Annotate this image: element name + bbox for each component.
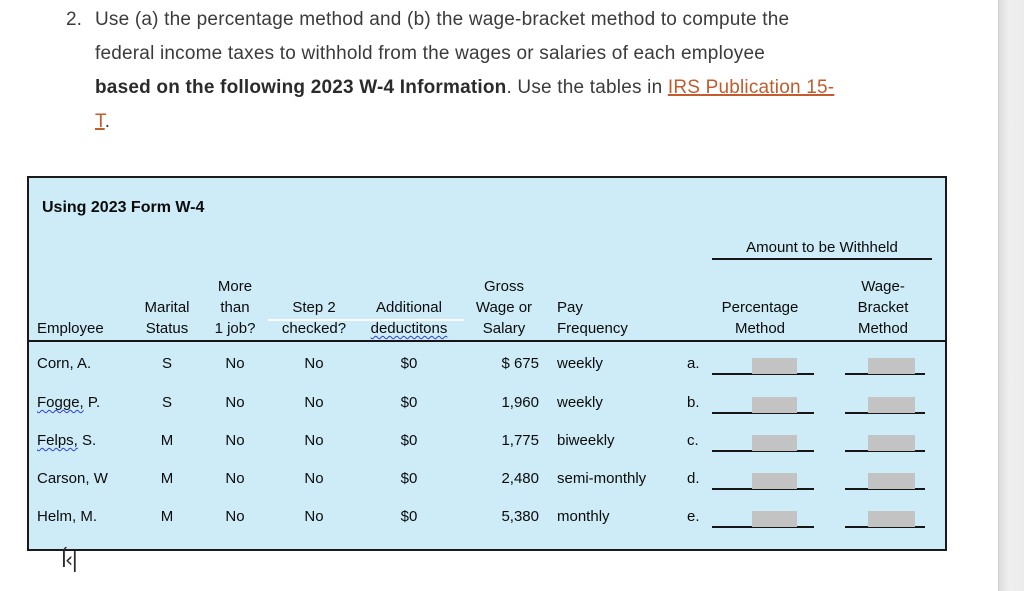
- table-title: Using 2023 Form W-4: [42, 199, 205, 216]
- employee-cell: Corn, A.: [37, 355, 92, 372]
- percentage-method-blank-line: [712, 526, 814, 528]
- header-pay-frequency: Pay Frequency: [557, 299, 628, 337]
- group-header-underline: [712, 258, 932, 260]
- w4-info-table: Using 2023 Form W-4 Amount to be Withhel…: [27, 176, 947, 551]
- gross-wage-cell: 1,775: [501, 432, 539, 449]
- header-percentage-method: Percentage Method: [721, 299, 799, 337]
- step2-checked-cell: No: [304, 432, 324, 449]
- percentage-method-answer-box: [752, 358, 797, 374]
- header-white-divider: [268, 319, 464, 321]
- additional-deductions-cell: $0: [400, 394, 418, 411]
- misspelled-word: deductitons: [370, 320, 448, 337]
- percentage-method-answer-box: [752, 473, 797, 489]
- table-row: Carson, W M No No $0 2,480 semi-monthly …: [29, 469, 945, 508]
- more-than-1-job-cell: No: [225, 355, 245, 372]
- gross-wage-cell: 5,380: [501, 508, 539, 525]
- percentage-method-blank-line: [712, 488, 814, 490]
- problem-line-4: T.: [95, 111, 111, 132]
- gross-wage-cell: 2,480: [501, 470, 539, 487]
- additional-deductions-cell: $0: [400, 355, 418, 372]
- pay-frequency-cell: biweekly: [557, 432, 615, 449]
- employee-cell: Carson, W: [37, 470, 108, 487]
- more-than-1-job-cell: No: [225, 394, 245, 411]
- percentage-method-answer-box: [752, 435, 797, 451]
- header-step2-checked: Step 2 checked?: [281, 299, 347, 337]
- bold-emphasis: based on the following 2023 W-4 Informat…: [95, 77, 507, 98]
- irs-publication-link-continued[interactable]: T: [95, 111, 105, 132]
- answer-letter: d.: [687, 470, 700, 487]
- scrollbar-track[interactable]: [998, 0, 1024, 591]
- table-row: Corn, A. S No No $0 $ 675 weekly a.: [29, 354, 945, 393]
- header-gross-wage: Gross Wage or Salary: [475, 278, 533, 337]
- additional-deductions-cell: $0: [400, 432, 418, 449]
- irs-publication-link[interactable]: IRS Publication 15-: [667, 77, 835, 98]
- problem-line-1: Use (a) the percentage method and (b) th…: [95, 9, 790, 30]
- answer-letter: a.: [687, 355, 700, 372]
- pay-frequency-cell: weekly: [557, 394, 603, 411]
- header-underline: [29, 340, 945, 342]
- percentage-method-blank-line: [712, 373, 814, 375]
- header-wage-bracket-method: Wage- Bracket Method: [857, 278, 909, 337]
- table-row: Fogge, P. S No No $0 1,960 weekly b.: [29, 393, 945, 432]
- text-cursor-icon[interactable]: ĺ‹|: [61, 548, 78, 572]
- employee-cell: Helm, M.: [37, 508, 97, 525]
- marital-status-cell: M: [160, 470, 174, 487]
- percentage-method-answer-box: [752, 511, 797, 527]
- problem-number: 2.: [66, 9, 82, 30]
- problem-statement: 2. Use (a) the percentage method and (b)…: [66, 3, 834, 139]
- step2-checked-cell: No: [304, 394, 324, 411]
- more-than-1-job-cell: No: [225, 508, 245, 525]
- wage-bracket-answer-box: [868, 511, 915, 527]
- pay-frequency-cell: weekly: [557, 355, 603, 372]
- pay-frequency-cell: semi-monthly: [557, 470, 647, 487]
- more-than-1-job-cell: No: [225, 432, 245, 449]
- marital-status-cell: M: [160, 508, 174, 525]
- wage-bracket-blank-line: [845, 450, 925, 452]
- header-employee: Employee: [37, 320, 104, 337]
- employee-cell: Felps, S.: [37, 432, 97, 449]
- wage-bracket-answer-box: [868, 435, 915, 451]
- table-header-row: Employee Marital Status More than 1 job?…: [29, 178, 945, 343]
- header-additional-deductions: Additional deductitons: [370, 299, 448, 337]
- wage-bracket-answer-box: [868, 358, 915, 374]
- answer-letter: e.: [687, 508, 700, 525]
- wage-bracket-blank-line: [845, 412, 925, 414]
- answer-letter: b.: [687, 394, 700, 411]
- additional-deductions-cell: $0: [400, 470, 418, 487]
- wage-bracket-answer-box: [868, 473, 915, 489]
- more-than-1-job-cell: No: [225, 470, 245, 487]
- marital-status-cell: S: [161, 355, 172, 372]
- percentage-method-blank-line: [712, 412, 814, 414]
- table-row: Felps, S. M No No $0 1,775 biweekly c.: [29, 431, 945, 470]
- step2-checked-cell: No: [304, 508, 324, 525]
- header-more-than-1-job: More than 1 job?: [214, 278, 256, 337]
- percentage-method-answer-box: [752, 397, 797, 413]
- table-row: Helm, M. M No No $0 5,380 monthly e.: [29, 507, 945, 546]
- problem-line-3: based on the following 2023 W-4 Informat…: [95, 77, 835, 98]
- marital-status-cell: S: [161, 394, 172, 411]
- additional-deductions-cell: $0: [400, 508, 418, 525]
- wage-bracket-answer-box: [868, 397, 915, 413]
- answer-letter: c.: [687, 432, 699, 449]
- gross-wage-cell: $ 675: [501, 355, 539, 372]
- step2-checked-cell: No: [304, 355, 324, 372]
- pay-frequency-cell: monthly: [557, 508, 610, 525]
- employee-cell: Fogge, P.: [37, 394, 101, 411]
- marital-status-cell: M: [160, 432, 174, 449]
- wage-bracket-blank-line: [845, 373, 925, 375]
- amount-withheld-group-header: Amount to be Withheld: [746, 239, 898, 256]
- step2-checked-cell: No: [304, 470, 324, 487]
- wage-bracket-blank-line: [845, 488, 925, 490]
- problem-line-2: federal income taxes to withhold from th…: [95, 43, 765, 64]
- percentage-method-blank-line: [712, 450, 814, 452]
- header-marital-status: Marital Status: [144, 299, 190, 337]
- wage-bracket-blank-line: [845, 526, 925, 528]
- misspelled-word: Felps,: [37, 432, 78, 449]
- misspelled-word: Fogge,: [37, 394, 84, 411]
- gross-wage-cell: 1,960: [501, 394, 539, 411]
